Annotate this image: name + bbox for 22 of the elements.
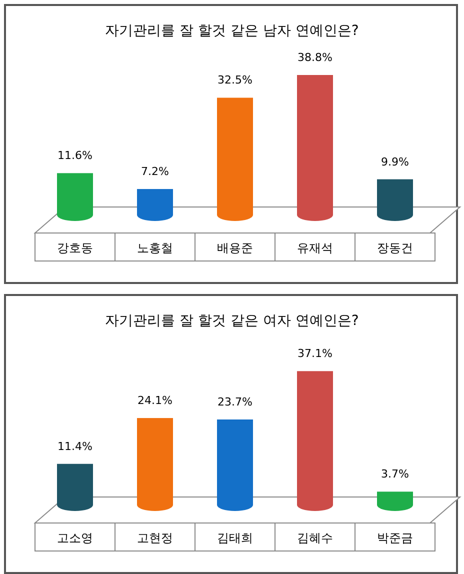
- data-label: 3.7%: [381, 468, 409, 481]
- x-tick-label: 김혜수: [297, 531, 333, 545]
- chart-title: 자기관리를 잘 할것 같은 남자 연예인은?: [105, 23, 359, 39]
- x-tick-label: 강호동: [57, 241, 93, 255]
- data-label: 23.7%: [218, 395, 252, 408]
- x-tick-label: 노홍철: [137, 241, 173, 255]
- data-label: 38.8%: [298, 51, 332, 64]
- x-tick-label: 배용준: [217, 241, 253, 255]
- data-label: 11.4%: [58, 440, 92, 453]
- x-tick-label: 김태희: [217, 531, 253, 545]
- x-tick-label: 유재석: [297, 241, 333, 255]
- x-tick-label: 고현정: [137, 531, 173, 545]
- x-tick-label: 장동건: [377, 241, 413, 255]
- x-tick-label: 박준금: [377, 531, 413, 545]
- chart-title: 자기관리를 잘 할것 같은 여자 연예인은?: [105, 313, 359, 329]
- data-label: 7.2%: [141, 165, 169, 178]
- data-label: 37.1%: [298, 347, 332, 360]
- data-label: 32.5%: [218, 74, 252, 87]
- x-tick-label: 고소영: [57, 531, 93, 545]
- data-label: 9.9%: [381, 155, 409, 168]
- data-label: 11.6%: [58, 149, 92, 162]
- data-label: 24.1%: [138, 394, 172, 408]
